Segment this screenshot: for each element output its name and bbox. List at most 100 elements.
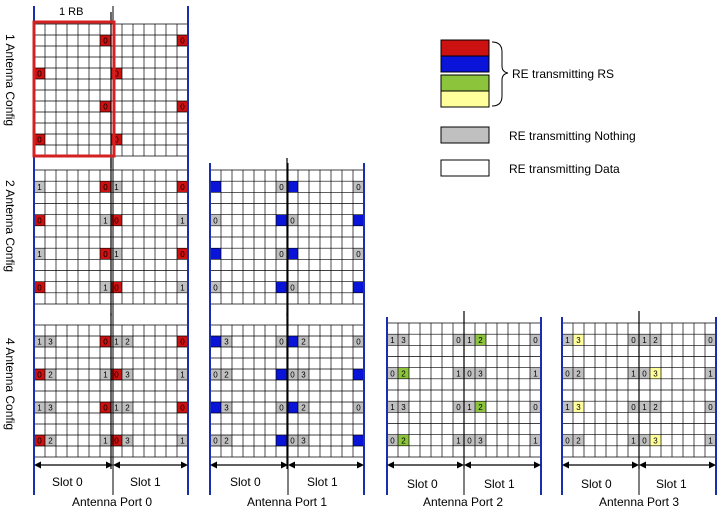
resource-element — [287, 369, 298, 380]
resource-element — [210, 181, 221, 193]
resource-element-label: 0 — [114, 283, 119, 292]
legend-swatch-nothing — [440, 126, 490, 144]
legend-brace — [491, 41, 509, 107]
resource-element-label: 0 — [456, 336, 461, 345]
resource-element — [100, 435, 111, 446]
resource-element — [45, 402, 56, 413]
resource-grid-block: 1 3 00 2 11 3 00 2 11 2 00 3 11 2 00 3 1 — [33, 313, 189, 469]
resource-element-label: 0 — [180, 338, 185, 347]
resource-element — [210, 402, 221, 413]
resource-element-label: 3 — [576, 403, 581, 412]
resource-element — [100, 248, 111, 260]
resource-element — [398, 401, 409, 413]
resource-element — [276, 402, 287, 413]
resource-element-label: 0 — [103, 103, 108, 112]
port2-slot1-label: Slot 1 — [484, 477, 515, 491]
resource-element — [387, 334, 398, 346]
resource-element-label: 3 — [125, 371, 130, 380]
resource-element — [453, 334, 464, 346]
resource-grid-block: 3 00 23 00 22 00 32 00 3 — [209, 313, 365, 469]
resource-element — [100, 214, 111, 226]
resource-element — [111, 248, 122, 260]
resource-element — [387, 401, 398, 413]
resource-element-label: 2 — [125, 404, 130, 413]
resource-element — [573, 434, 584, 446]
resource-element — [221, 435, 232, 446]
resource-element-label: 3 — [653, 369, 658, 378]
resource-element — [530, 334, 541, 346]
resource-element-label: 2 — [401, 369, 406, 378]
legend-swatch-port2 — [440, 74, 490, 92]
resource-element — [177, 35, 188, 46]
resource-element-label: 0 — [37, 136, 42, 145]
resource-element-label: 1 — [180, 283, 185, 292]
resource-element — [398, 367, 409, 379]
resource-element-label: 1 — [565, 336, 570, 345]
resource-element-label: 1 — [631, 436, 636, 445]
resource-element-label: 1 — [642, 403, 647, 412]
resource-element-label: 0 — [708, 336, 713, 345]
resource-element — [111, 281, 122, 293]
bottom-labels: Slot 0 Slot 1 Antenna Port 0 Slot 0 Slot… — [52, 475, 687, 509]
resource-element-label: 3 — [401, 336, 406, 345]
legend-data-label: RE transmitting Data — [509, 162, 620, 176]
resource-element-label: 2 — [478, 403, 483, 412]
row-label-1-antenna: 1 Antenna Config — [3, 34, 17, 126]
resource-element-label: 0 — [114, 437, 119, 446]
resource-element-label: 0 — [467, 369, 472, 378]
resource-element — [276, 435, 287, 446]
resource-element-label: 0 — [103, 37, 108, 46]
resource-element-label: 1 — [103, 437, 108, 446]
resource-element — [210, 281, 221, 293]
resource-element-label: 1 — [180, 371, 185, 380]
resource-element-label: 1 — [114, 404, 119, 413]
slot-arrow — [288, 461, 364, 469]
resource-element-label: 3 — [401, 403, 406, 412]
resource-element-label: 1 — [103, 283, 108, 292]
resource-element — [221, 336, 232, 347]
resource-grid-block: 0 0 0 0 0 0 0 0 — [33, 12, 189, 168]
resource-element-label: 0 — [103, 183, 108, 192]
resource-element-label: 1 — [37, 404, 42, 413]
resource-element — [177, 214, 188, 226]
resource-element — [34, 369, 45, 380]
resource-element-label: 1 — [708, 436, 713, 445]
resource-element — [34, 402, 45, 413]
resource-element-label: 0 — [37, 283, 42, 292]
resource-element-label: 0 — [37, 437, 42, 446]
resource-element-label: 0 — [290, 216, 295, 225]
resource-element — [573, 367, 584, 379]
resource-element — [628, 334, 639, 346]
resource-element — [573, 401, 584, 413]
resource-element — [353, 181, 364, 193]
resource-element-label: 1 — [114, 183, 119, 192]
resource-element-label: 1 — [642, 336, 647, 345]
resource-element — [562, 401, 573, 413]
port1-slot1-label: Slot 1 — [307, 475, 338, 489]
legend-nothing-label: RE transmitting Nothing — [509, 129, 636, 143]
resource-element-label: 3 — [301, 437, 306, 446]
resource-element — [475, 367, 486, 379]
port1-slot0-label: Slot 0 — [230, 475, 261, 489]
resource-element-label: 1 — [533, 369, 538, 378]
resource-element — [177, 402, 188, 413]
resource-element-label: 2 — [224, 371, 229, 380]
resource-element-label: 0 — [290, 371, 295, 380]
resource-element-label: 0 — [213, 283, 218, 292]
resource-element-label: 1 — [533, 436, 538, 445]
resource-element-label: 0 — [180, 404, 185, 413]
resource-element — [177, 435, 188, 446]
resource-element — [111, 402, 122, 413]
resource-element — [111, 336, 122, 347]
resource-element-label: 0 — [708, 403, 713, 412]
legend-swatch-port1 — [440, 55, 490, 73]
resource-element — [100, 35, 111, 46]
resource-element — [398, 434, 409, 446]
resource-element — [387, 367, 398, 379]
resource-element-label: 0 — [533, 403, 538, 412]
resource-element-label: 1 — [103, 371, 108, 380]
resource-element — [276, 214, 287, 226]
resource-element — [639, 367, 650, 379]
resource-element-label: 2 — [224, 437, 229, 446]
resource-element — [353, 214, 364, 226]
